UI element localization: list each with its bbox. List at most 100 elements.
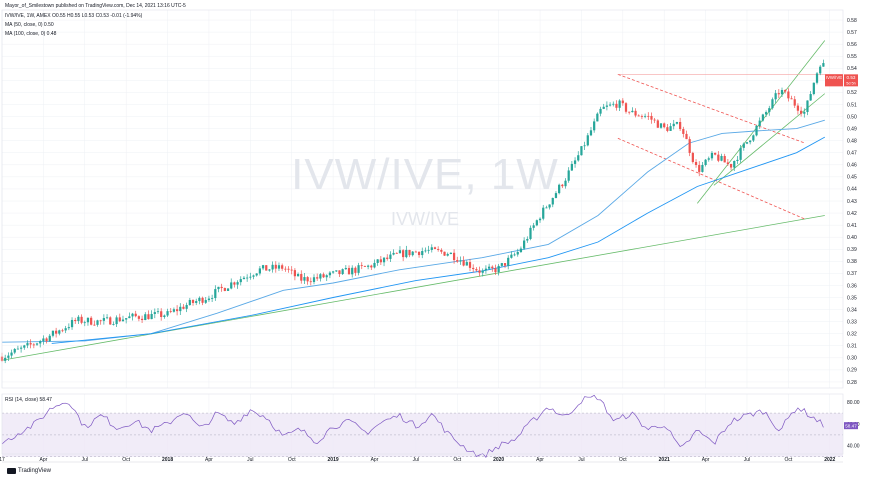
candle-body	[188, 299, 191, 305]
candle-body	[583, 145, 586, 147]
x-tick-label: Oct	[122, 457, 130, 463]
rsi-tick-label: 80.00	[847, 400, 860, 406]
candle-body	[462, 260, 465, 266]
candle-body	[134, 313, 137, 317]
candle-body	[513, 254, 516, 256]
candle-body	[558, 184, 561, 194]
legend-ma100[interactable]: MA (100, close, 0) 0.48	[5, 31, 57, 37]
candle-body	[284, 268, 287, 270]
candle-body	[809, 94, 812, 101]
candle-body	[153, 312, 156, 314]
candle-body	[580, 146, 583, 156]
rsi-polyline	[1, 394, 824, 458]
candle-body	[688, 139, 691, 153]
candle-body	[666, 127, 669, 131]
candle-body	[822, 63, 825, 67]
y-tick-label: 0.49	[847, 126, 857, 132]
candle-body	[799, 110, 803, 114]
candle-body	[577, 155, 580, 161]
y-tick-label: 0.56	[847, 42, 857, 48]
candle-body	[347, 268, 351, 275]
x-tick-label: 2018	[162, 457, 173, 463]
candle-body	[13, 349, 16, 353]
price-tag-countdown: 5d 5h	[846, 81, 856, 85]
candle-body	[296, 274, 300, 277]
candle-body	[309, 281, 312, 283]
x-tick-label: Oct	[619, 457, 627, 463]
legend-ma50[interactable]: MA (50, close, 0) 0.50	[5, 22, 54, 28]
candles[interactable]	[0, 59, 825, 364]
channel-trendline	[617, 137, 806, 220]
candle-body	[806, 100, 809, 112]
candle-body	[449, 252, 453, 254]
y-tick-label: 0.35	[847, 295, 857, 301]
x-tick-label: 2020	[493, 457, 504, 463]
rsi-legend[interactable]: RSI (14, close) 58.47	[5, 397, 52, 403]
candle-body	[570, 163, 573, 171]
candle-body	[242, 277, 246, 280]
candle-body	[198, 297, 201, 302]
candle-body	[236, 282, 239, 285]
candle-body	[777, 93, 780, 95]
candle-body	[61, 330, 64, 332]
candle-body	[201, 297, 204, 303]
candle-body	[819, 66, 822, 74]
candle-body	[621, 100, 624, 104]
candle-body	[93, 324, 96, 326]
candle-body	[733, 160, 736, 168]
legend-price[interactable]: IVW/IVE, 1W, AMEX O0.55 H0.55 L0.53 C0.5…	[5, 13, 143, 19]
y-tick-label: 0.42	[847, 211, 857, 217]
candle-body	[99, 320, 102, 322]
tradingview-icon	[7, 468, 16, 474]
price-tag-value: 0.53	[847, 75, 856, 80]
y-tick-label: 0.46	[847, 163, 857, 169]
candle-body	[48, 335, 51, 342]
candle-body	[102, 318, 105, 321]
candle-body	[774, 93, 777, 100]
candle-body	[265, 265, 268, 271]
candle-body	[386, 257, 389, 259]
candle-body	[175, 309, 179, 312]
y-tick-label: 0.38	[847, 259, 857, 265]
y-tick-label: 0.36	[847, 283, 857, 289]
ma50-line	[1, 119, 825, 343]
x-tick-label: Jul	[247, 457, 253, 463]
candle-body	[58, 330, 61, 334]
candle-body	[398, 250, 402, 254]
candle-body	[77, 316, 80, 322]
y-tick-label: 0.39	[847, 247, 857, 253]
candle-body	[815, 73, 819, 83]
candle-body	[481, 270, 484, 273]
candle-body	[631, 110, 634, 113]
candle-body	[656, 120, 659, 128]
y-tick-label: 0.45	[847, 175, 857, 181]
candle-body	[392, 252, 395, 255]
tradingview-logo[interactable]: TradingView	[7, 468, 51, 474]
candle-body	[16, 348, 20, 350]
y-tick-label: 0.43	[847, 199, 857, 205]
candle-body	[698, 165, 701, 172]
y-tick-label: 0.44	[847, 187, 857, 193]
candle-body	[70, 319, 74, 328]
candle-body	[156, 311, 160, 313]
candle-body	[634, 110, 637, 116]
candle-body	[19, 347, 23, 349]
candle-body	[710, 152, 714, 159]
candle-body	[650, 115, 653, 120]
rsi-tick-label: 40.00	[847, 444, 860, 450]
candle-body	[417, 251, 421, 256]
candle-body	[150, 313, 153, 320]
candle-body	[790, 98, 793, 100]
rsi-pane-frame	[1, 393, 844, 455]
y-tick-label: 0.51	[847, 102, 857, 108]
candle-body	[367, 265, 370, 267]
x-tick-label: Jul	[744, 457, 750, 463]
candle-body	[519, 248, 523, 252]
candle-body	[214, 289, 217, 299]
candle-body	[105, 317, 109, 319]
candle-body	[402, 250, 405, 258]
candle-body	[328, 272, 332, 276]
candle-body	[529, 227, 532, 239]
y-tick-label: 0.34	[847, 307, 857, 313]
candle-body	[147, 314, 150, 320]
